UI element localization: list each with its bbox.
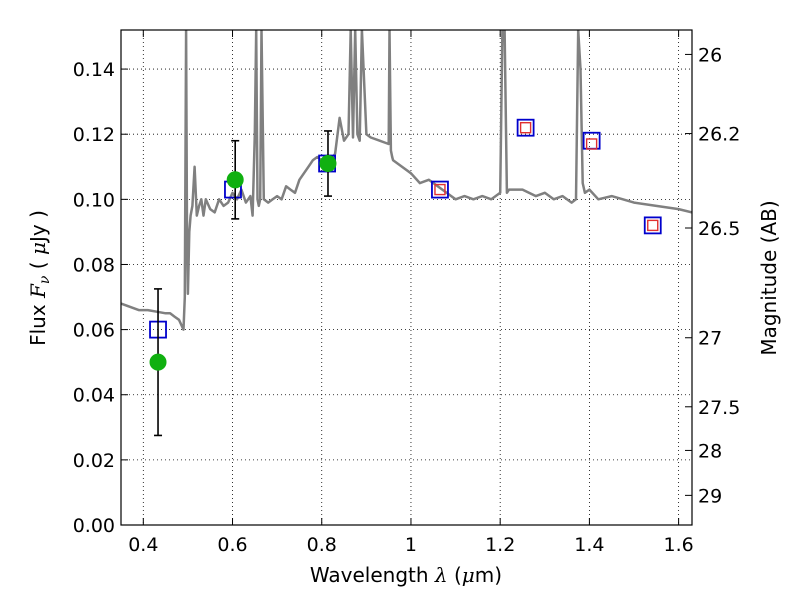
observed-point (319, 155, 337, 173)
y-tick-label: 0.08 (73, 254, 115, 276)
y-tick-label: 0.12 (73, 124, 115, 146)
model-photometry-square (431, 180, 449, 199)
y2-tick-label: 29 (698, 485, 722, 507)
x-tick-label: 0.8 (307, 534, 337, 556)
y-tick-label: 0.04 (73, 385, 115, 407)
y-tick-label: 0.02 (73, 450, 115, 472)
x-tick-label: 1.2 (485, 534, 515, 556)
observed-point (149, 353, 167, 371)
axis-ticks: 0.4 0.6 0.8 1 1.2 1.4 1.6 0.00 0.02 0.04 0.06 0.08 0… (73, 30, 740, 556)
secondary-y-axis-label: Magnitude (AB) (757, 200, 781, 355)
model-photometry-square (643, 216, 662, 235)
y2-tick-label: 26.5 (698, 218, 740, 240)
y-tick-label: 0.06 (73, 320, 115, 342)
y2-tick-label: 28 (698, 440, 722, 462)
synthetic-photometry-square (647, 219, 659, 232)
y-tick-label: 0.14 (73, 59, 115, 81)
y2-tick-label: 26.2 (698, 124, 740, 146)
y2-tick-label: 27 (698, 328, 722, 350)
markers (149, 118, 662, 437)
x-tick-label: 0.4 (128, 534, 158, 556)
synthetic-photometry-square (585, 138, 598, 150)
grid (121, 30, 692, 525)
synthetic-photometry-square (519, 121, 532, 134)
observed-point (226, 171, 244, 189)
x-tick-label: 1.6 (664, 534, 694, 556)
y-tick-label: 0.00 (73, 515, 115, 537)
synthetic-photometry-square (434, 183, 446, 196)
x-axis-label: Wavelength λ (μm) (310, 563, 502, 587)
y-tick-label: 0.10 (73, 189, 115, 211)
y2-tick-label: 26 (698, 44, 722, 66)
y-axis-label: Flux Fν ( μJy ) (26, 210, 53, 346)
model-spectrum-line (121, 30, 692, 331)
model-photometry-square (516, 118, 535, 137)
y2-tick-label: 27.5 (698, 397, 740, 419)
x-tick-label: 1 (405, 534, 417, 556)
x-tick-label: 1.4 (574, 534, 604, 556)
plot-frame (120, 29, 693, 526)
x-tick-label: 0.6 (217, 534, 247, 556)
plot-area (121, 30, 692, 437)
